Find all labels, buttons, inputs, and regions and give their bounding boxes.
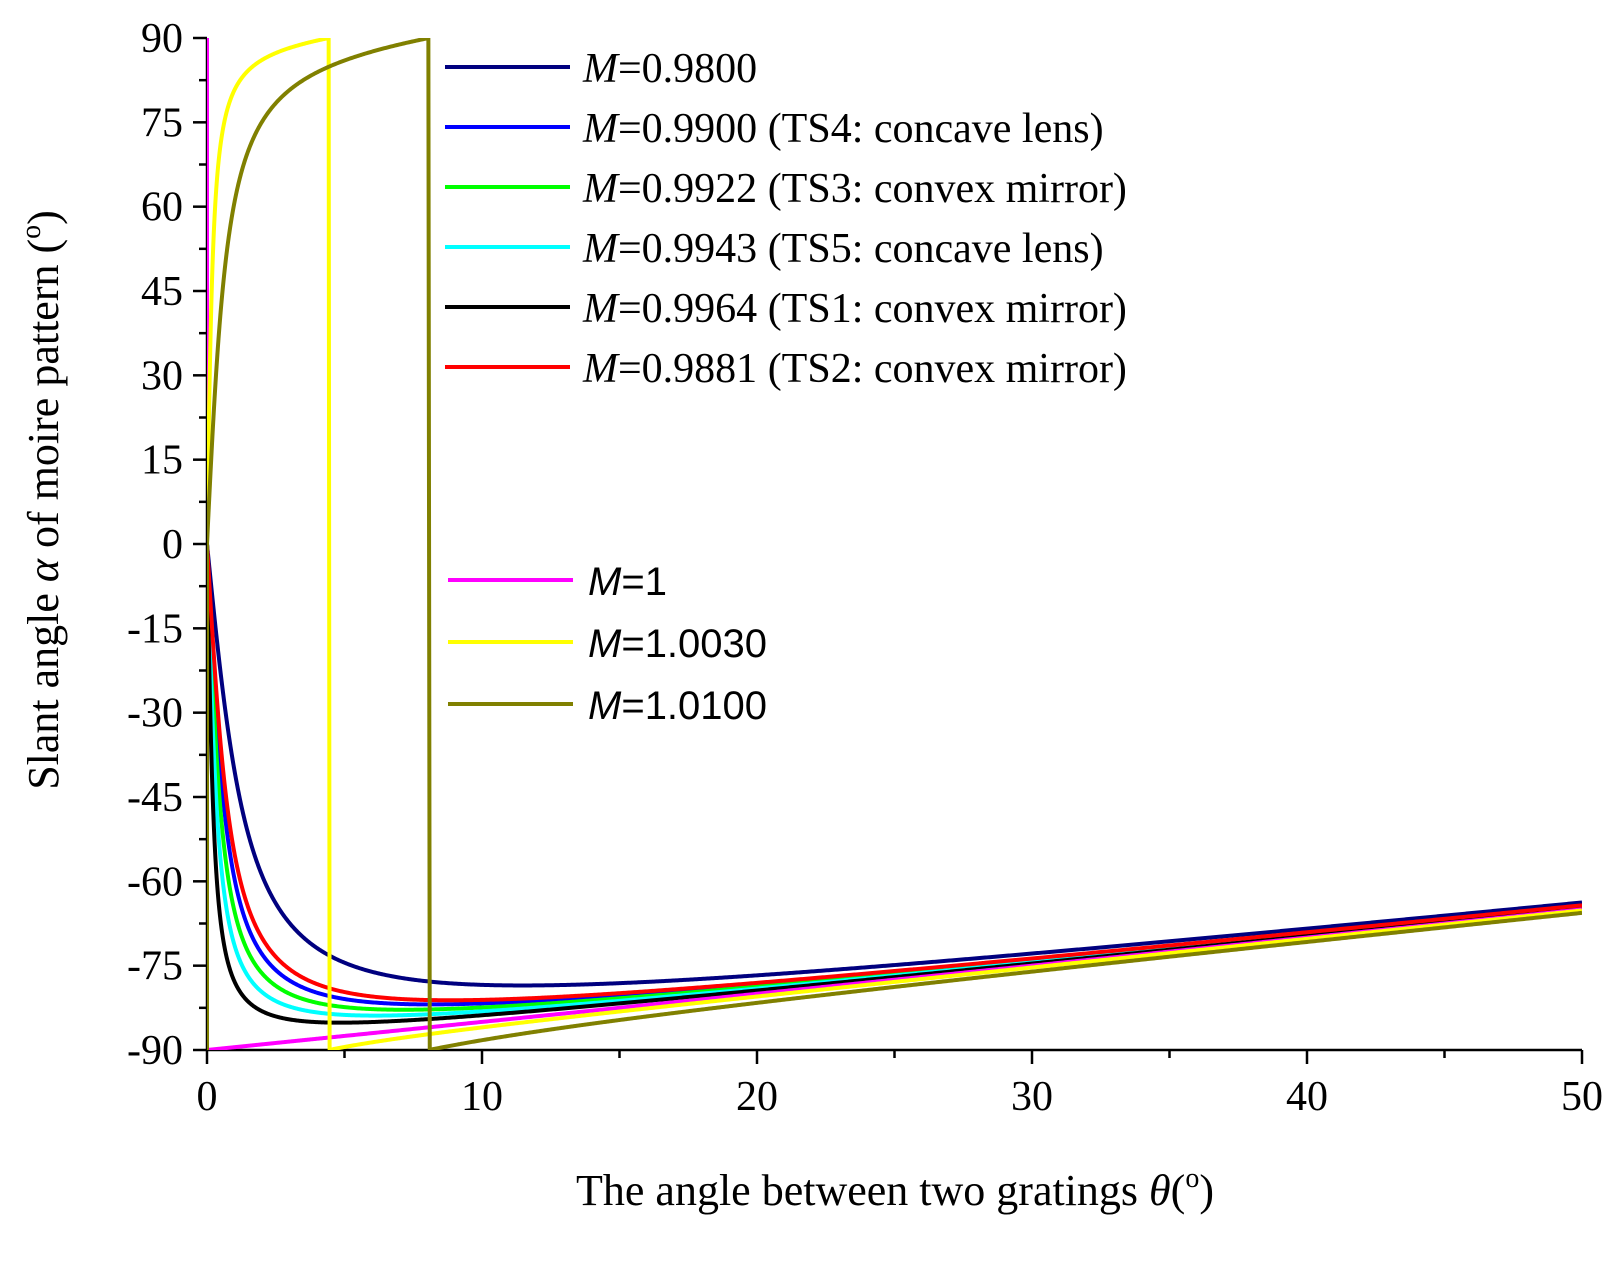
y-tick-label: 75 xyxy=(141,100,183,146)
legend-value: =0.9800 xyxy=(618,46,757,92)
y-axis-title-unit-open: ( xyxy=(19,239,68,254)
axes: 0 10 20 30 40 50 90 75 60 45 30 15 0 -15 -30 -45 -60 -75 -… xyxy=(127,16,1603,1120)
legend-value: =1 xyxy=(621,560,667,604)
legend-entry: M=0.9881 (TS2: convex mirror) xyxy=(582,346,1127,392)
legend-entry: M=1 xyxy=(588,560,667,604)
x-tick-label: 10 xyxy=(461,1074,503,1120)
x-tick-label: 50 xyxy=(1561,1074,1603,1120)
y-tick-label: 0 xyxy=(162,522,183,568)
series-line-m-0.9800 xyxy=(207,38,1582,988)
y-axis-title-unit-close: ) xyxy=(19,210,68,225)
x-axis-title-prefix: The angle between two gratings xyxy=(576,1166,1138,1215)
y-tick-label: -60 xyxy=(127,859,183,905)
y-axis-title-degree: o xyxy=(16,225,47,239)
legend-entry: M=0.9800 xyxy=(582,46,757,92)
legend-symbol: M xyxy=(582,286,620,332)
legend-entry: M=0.9964 (TS1: convex mirror) xyxy=(582,286,1127,332)
x-axis-title: The angle between two gratings θ(o) xyxy=(576,1163,1214,1215)
legend-symbol: M xyxy=(582,46,620,92)
legend-symbol: M xyxy=(582,106,620,152)
y-tick-label: 45 xyxy=(141,269,183,315)
legend-symbol: M xyxy=(582,226,620,272)
legend-symbol: M xyxy=(588,622,622,666)
legend-note: (TS5: concave lens) xyxy=(757,226,1103,272)
y-tick-label: -30 xyxy=(127,691,183,737)
y-tick-label: 90 xyxy=(141,16,183,62)
legend-value: =0.9964 xyxy=(618,286,757,332)
x-axis-title-unit-open: ( xyxy=(1171,1166,1186,1215)
legend-note: (TS4: concave lens) xyxy=(757,106,1103,152)
y-axis-title-prefix: Slant angle xyxy=(19,593,68,790)
x-axis-title-unit-close: ) xyxy=(1199,1166,1214,1215)
legend-value: =1.0030 xyxy=(621,622,767,666)
y-tick-label: -45 xyxy=(127,775,183,821)
legend-value: =0.9943 xyxy=(618,226,757,272)
legend-note: (TS3: convex mirror) xyxy=(757,166,1127,212)
legend-entry: M=1.0030 xyxy=(588,622,767,666)
y-tick-label: 30 xyxy=(141,353,183,399)
x-axis-title-symbol: θ xyxy=(1149,1166,1171,1215)
x-tick-label: 30 xyxy=(1011,1074,1053,1120)
y-axis-title: Slant angle α of moire pattern (o) xyxy=(16,210,68,790)
series-lines xyxy=(207,38,1582,1050)
legend-entry: M=1.0100 xyxy=(588,684,767,728)
legend-value: =0.9900 xyxy=(618,106,757,152)
legend-entry: M=0.9922 (TS3: convex mirror) xyxy=(582,166,1127,212)
y-tick-label: -15 xyxy=(127,606,183,652)
y-axis-title-suffix: of moire pattern xyxy=(19,265,68,548)
y-tick-label: -90 xyxy=(127,1028,183,1074)
legend-note: (TS1: convex mirror) xyxy=(757,286,1127,332)
legend-value: =0.9881 xyxy=(618,346,757,392)
y-tick-label: 60 xyxy=(141,185,183,231)
legend-entry: M=0.9943 (TS5: concave lens) xyxy=(582,226,1104,272)
series-line-m-0.9881 xyxy=(207,38,1582,1003)
legend-symbol: M xyxy=(588,684,622,728)
x-axis-title-degree: o xyxy=(1185,1163,1199,1194)
legend-value: =0.9922 xyxy=(618,166,757,212)
y-tick-label: 15 xyxy=(141,438,183,484)
legend-note: (TS2: convex mirror) xyxy=(757,346,1127,392)
legend-entry: M=0.9900 (TS4: concave lens) xyxy=(582,106,1104,152)
y-tick-label: -75 xyxy=(127,944,183,990)
legend-symbol: M xyxy=(582,346,620,392)
x-tick-label: 0 xyxy=(197,1074,218,1120)
x-tick-label: 20 xyxy=(736,1074,778,1120)
legend-symbol: M xyxy=(588,560,622,604)
legend-symbol: M xyxy=(582,166,620,212)
series-line-m-1.0100 xyxy=(207,38,1582,1050)
y-axis-title-symbol: α xyxy=(19,558,68,582)
x-tick-label: 40 xyxy=(1286,1074,1328,1120)
legend-value: =1.0100 xyxy=(621,684,767,728)
series-line-m-1.0030 xyxy=(207,38,1582,1050)
